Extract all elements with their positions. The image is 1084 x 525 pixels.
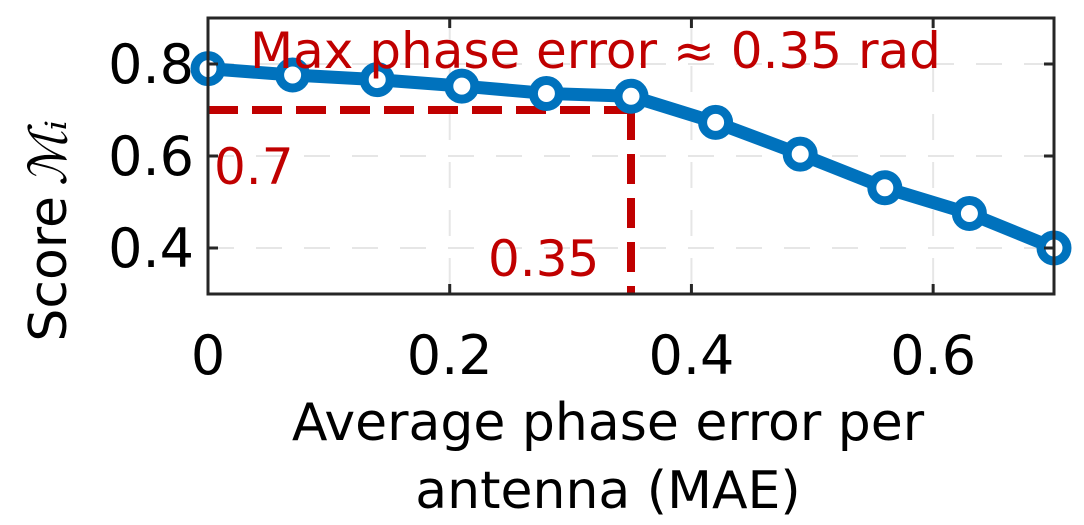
y-axis-title-math: ℳᵢ bbox=[19, 120, 79, 186]
x-tick-label-0: 0 bbox=[191, 324, 225, 387]
data-point-8 bbox=[867, 170, 903, 206]
y-tick-label-1: 0.6 bbox=[108, 125, 194, 188]
tick-layer: 0 0.2 0.4 0.6 0.4 0.6 0.8 bbox=[108, 18, 1054, 387]
data-point-4 bbox=[528, 75, 564, 111]
annotation-max-phase-error: Max phase error ≈ 0.35 rad bbox=[250, 22, 941, 80]
data-point-5 bbox=[613, 78, 649, 114]
y-axis-title-text: Score bbox=[19, 196, 79, 342]
data-point-1 bbox=[275, 57, 311, 93]
y-axis-title: Score ℳᵢ bbox=[19, 120, 79, 342]
ref-y-label: 0.7 bbox=[214, 138, 294, 196]
y-tick-label-0: 0.4 bbox=[108, 217, 194, 280]
data-point-6 bbox=[698, 104, 734, 140]
data-point-9 bbox=[951, 196, 987, 231]
x-axis-title-line2: antenna (MAE) bbox=[415, 461, 800, 521]
x-tick-label-3: 0.6 bbox=[890, 324, 976, 387]
data-point-7 bbox=[782, 136, 818, 172]
reference-lines bbox=[208, 106, 635, 294]
x-tick-label-1: 0.2 bbox=[407, 324, 493, 387]
ref-x-label: 0.35 bbox=[488, 230, 599, 288]
data-point-2 bbox=[359, 62, 395, 98]
data-point-3 bbox=[444, 68, 480, 104]
x-axis-title-line1: Average phase error per bbox=[292, 393, 925, 453]
x-tick-label-2: 0.4 bbox=[648, 324, 734, 387]
y-tick-label-2: 0.8 bbox=[108, 33, 194, 96]
